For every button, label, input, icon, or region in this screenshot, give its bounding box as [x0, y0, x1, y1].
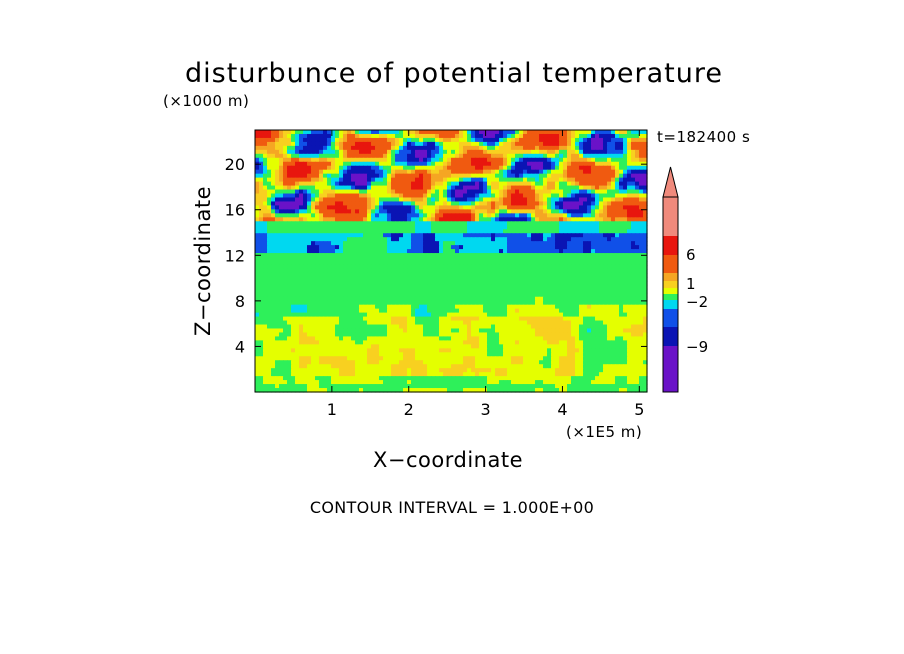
colorbar-segment	[663, 288, 678, 294]
colorbar-segment	[663, 294, 678, 300]
colorbar-extension	[662, 166, 679, 198]
chart-title: disturbunce of potential temperature	[185, 58, 723, 89]
colorbar-segment	[663, 236, 678, 255]
colorbar-segment	[663, 300, 678, 309]
colorbar-label: −9	[686, 338, 708, 356]
colorbar-segment	[663, 327, 678, 346]
colorbar-label: −2	[686, 293, 708, 311]
colorbar-segment	[663, 281, 678, 288]
y-tick-label: 16	[225, 201, 245, 220]
x-tick-label: 2	[404, 400, 414, 419]
x-tick-label: 4	[557, 400, 567, 419]
y-tick-label: 8	[235, 292, 245, 311]
contour-interval-label: CONTOUR INTERVAL = 1.000E+00	[309, 498, 595, 517]
plot-frame	[254, 129, 648, 393]
colorbar-label: 6	[686, 246, 696, 264]
x-axis-label: X−coordinate	[373, 448, 523, 472]
x-unit-label: (×1E5 m)	[566, 423, 643, 441]
colorbar-segment	[663, 197, 678, 236]
time-label: t=182400 s	[657, 128, 751, 146]
colorbar-segment	[663, 255, 678, 273]
colorbar-frame	[662, 196, 679, 393]
y-tick-label: 12	[225, 246, 245, 265]
heatmap-field	[255, 130, 648, 393]
x-tick-label: 1	[327, 400, 337, 419]
y-tick-label: 20	[225, 155, 245, 174]
colorbar-segment	[663, 309, 678, 327]
colorbar-segment	[663, 273, 678, 281]
x-tick-label: 5	[634, 400, 644, 419]
colorbar-segment	[663, 346, 678, 392]
y-unit-label: (×1000 m)	[163, 92, 250, 110]
y-axis-label: Z−coordinate	[191, 186, 215, 336]
y-tick-label: 4	[235, 337, 245, 356]
colorbar: 6 1−2 −9	[662, 166, 708, 393]
colorbar-label: 1	[686, 275, 696, 293]
x-tick-label: 3	[480, 400, 490, 419]
